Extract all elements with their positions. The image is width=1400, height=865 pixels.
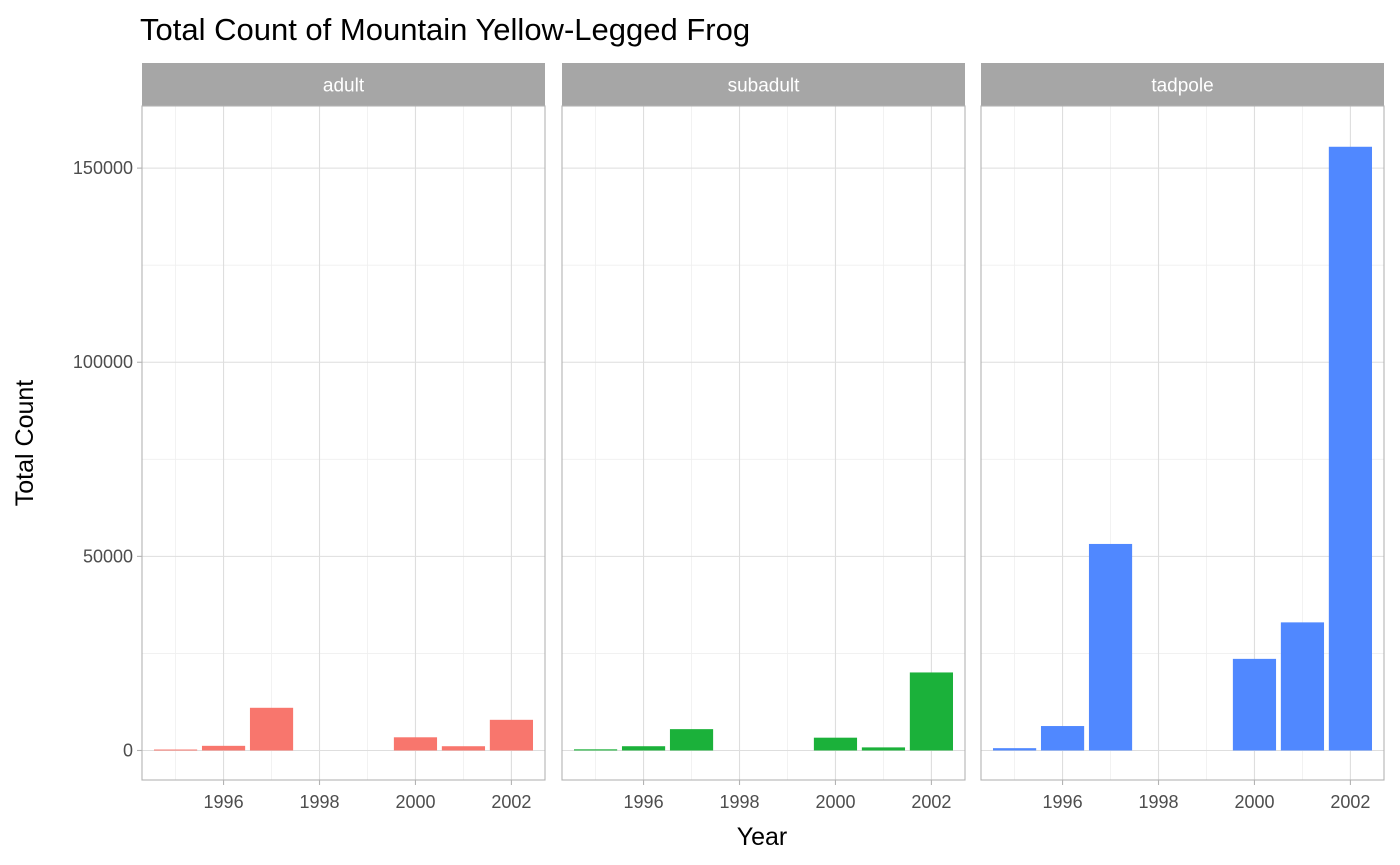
y-tick-label: 150000: [73, 158, 133, 178]
chart-title: Total Count of Mountain Yellow-Legged Fr…: [140, 12, 750, 47]
facet-strip-adult: [142, 63, 545, 106]
bar-adult-2001: [441, 746, 486, 751]
x-tick-label: 2002: [1330, 792, 1370, 812]
bar-adult-2000: [393, 737, 438, 751]
facet-panel-tadpole: tadpole 1996 1998 2000 2002: [980, 63, 1385, 812]
bar-tadpole-1996: [1040, 726, 1085, 751]
facet-strip-label: subadult: [728, 76, 801, 97]
bar-adult-2002: [489, 719, 534, 751]
x-tick-label: 2000: [395, 792, 435, 812]
x-tick-label: 2000: [1234, 792, 1274, 812]
bar-tadpole-1997: [1088, 543, 1133, 751]
x-tick-label: 1996: [204, 792, 244, 812]
bar-subadult-1996: [621, 746, 666, 751]
bar-adult-1996: [201, 745, 246, 751]
bar-subadult-1995: [573, 749, 618, 751]
bar-tadpole-2001: [1280, 622, 1325, 751]
bar-tadpole-2000: [1232, 658, 1277, 751]
panel-border: [561, 105, 966, 781]
y-tick-label: 100000: [73, 352, 133, 372]
facet-strip-label: adult: [323, 76, 365, 97]
x-axis-title: Year: [737, 823, 788, 851]
y-tick-label: 0: [123, 740, 133, 760]
x-tick-label: 1996: [1043, 792, 1083, 812]
facet-strip-tadpole: [981, 63, 1384, 106]
bar-subadult-2001: [861, 747, 906, 751]
facet-panels: adult 1996 1998 2000 2002 0 50000 100000 150000 s…: [73, 63, 1385, 812]
x-tick-label: 1996: [624, 792, 664, 812]
x-tick-label: 2002: [491, 792, 531, 812]
bar-adult-1995: [153, 749, 198, 751]
y-tick-label: 50000: [83, 546, 133, 566]
bar-tadpole-2002: [1328, 146, 1373, 751]
facet-panel-adult: adult 1996 1998 2000 2002 0 50000 100000 150000: [73, 63, 546, 812]
bar-tadpole-1995: [992, 748, 1037, 751]
bar-adult-1997: [249, 707, 294, 751]
facet-strip-subadult: [562, 63, 965, 106]
bar-subadult-2000: [813, 737, 858, 751]
x-tick-label: 1998: [719, 792, 759, 812]
bar-subadult-2002: [909, 672, 954, 751]
x-tick-label: 2002: [911, 792, 951, 812]
x-tick-label: 1998: [1138, 792, 1178, 812]
panel-border: [980, 105, 1385, 781]
bar-subadult-1997: [669, 729, 714, 751]
facet-panel-subadult: subadult 1996 1998 2000 2002: [561, 63, 966, 812]
y-axis-title: Total Count: [11, 380, 39, 507]
x-tick-label: 1998: [299, 792, 339, 812]
panel-border: [141, 105, 546, 781]
x-tick-label: 2000: [815, 792, 855, 812]
facet-strip-label: tadpole: [1151, 76, 1213, 97]
